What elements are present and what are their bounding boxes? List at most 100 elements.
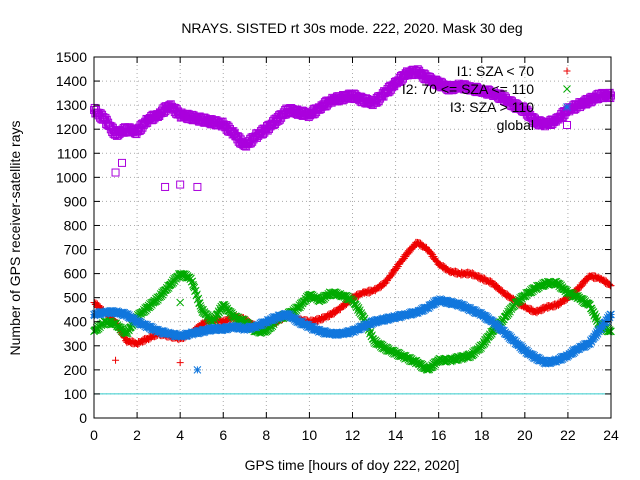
legend-marker — [563, 121, 571, 129]
legend-label: global — [497, 117, 534, 133]
data-point-sample — [551, 355, 560, 364]
y-tick-label: 1200 — [56, 121, 87, 137]
data-point-sample — [189, 282, 198, 291]
data-point-sample — [199, 328, 207, 337]
data-point-sample — [124, 313, 133, 322]
y-tick-label: 1300 — [56, 97, 87, 113]
x-tick-label: 18 — [474, 427, 490, 443]
data-point-sample — [493, 281, 501, 289]
y-tick-label: 1500 — [56, 49, 87, 65]
outlier-point — [193, 366, 202, 374]
data-point-sample — [228, 321, 237, 330]
outlier-point — [118, 158, 127, 167]
outlier-point — [111, 168, 120, 177]
data-point-sample — [549, 118, 558, 127]
data-point-sample — [598, 323, 607, 332]
data-point-sample — [593, 330, 602, 338]
y-tick-label: 700 — [64, 242, 88, 258]
axes: 0100200300400500600700800900100011001200… — [56, 49, 619, 443]
outlier-points — [111, 158, 202, 374]
data-point-sample — [170, 329, 179, 338]
x-tick-label: 0 — [90, 427, 98, 443]
legend-label: I3: SZA > 110 — [450, 99, 534, 115]
data-point-sample — [405, 249, 413, 257]
data-point-sample — [455, 299, 464, 308]
x-tick-label: 8 — [262, 427, 270, 443]
legend-marker — [563, 103, 571, 111]
data-point-sample — [605, 313, 614, 322]
x-tick-label: 14 — [388, 427, 404, 443]
x-tick-label: 2 — [133, 427, 141, 443]
outlier-point — [161, 182, 170, 191]
y-tick-label: 800 — [64, 217, 88, 233]
legend-label: I2: 70 <= SZA <= 110 — [402, 81, 534, 97]
legend: I1: SZA < 70 I2: 70 <= SZA <= 110 I3: SZA … — [402, 63, 571, 133]
data-point-sample — [432, 256, 440, 264]
x-tick-label: 16 — [431, 427, 447, 443]
y-tick-label: 1100 — [57, 145, 87, 161]
outlier-point — [176, 298, 185, 307]
data-point-sample — [562, 351, 571, 359]
chart-title: NRAYS. SISTED rt 30s mode. 222, 2020. Ma… — [181, 20, 522, 36]
outlier-point — [112, 356, 120, 364]
data-point-sample — [447, 354, 456, 363]
y-tick-label: 900 — [64, 193, 88, 209]
x-tick-label: 22 — [560, 427, 576, 443]
data-point-sample — [605, 88, 614, 97]
x-tick-label: 20 — [517, 427, 533, 443]
data-point-sample — [294, 316, 302, 324]
y-tick-label: 600 — [64, 266, 88, 282]
data-point-sample — [185, 273, 194, 282]
x-tick-label: 4 — [176, 427, 184, 443]
data-point-sample — [587, 337, 596, 346]
data-point-sample — [196, 302, 205, 310]
series-global — [90, 65, 615, 151]
data-point-sample — [194, 329, 203, 338]
data-point-sample — [562, 296, 570, 304]
data-point-sample — [529, 354, 538, 362]
x-tick-label: 10 — [302, 427, 318, 443]
x-tick-label: 6 — [219, 427, 227, 443]
data-point-sample — [606, 310, 615, 319]
y-tick-label: 500 — [64, 290, 88, 306]
data-point-sample — [606, 94, 615, 103]
data-point-sample — [515, 341, 524, 349]
data-point-sample — [195, 299, 204, 308]
y-tick-label: 1400 — [56, 73, 87, 89]
series-i3-sza-gt-110 — [90, 295, 615, 368]
outlier-point — [176, 180, 185, 189]
data-point-sample — [388, 83, 397, 92]
y-tick-label: 0 — [79, 410, 87, 426]
y-axis-label: Number of GPS receiver-satellite rays — [7, 121, 23, 356]
data-point-sample — [579, 281, 587, 289]
data-point-sample — [132, 316, 141, 324]
data-point-sample — [606, 281, 614, 289]
outlier-point — [193, 182, 202, 191]
data-point-sample — [293, 318, 302, 327]
data-point-sample — [568, 350, 576, 358]
data-point-sample — [399, 256, 407, 264]
y-tick-label: 400 — [64, 314, 88, 330]
y-tick-label: 300 — [64, 338, 88, 354]
data-point-sample — [121, 311, 129, 320]
x-tick-label: 12 — [345, 427, 361, 443]
data-point-sample — [291, 314, 300, 323]
data-point-sample — [599, 321, 608, 330]
y-tick-label: 200 — [64, 362, 88, 378]
data-marks — [90, 65, 615, 374]
data-point-sample — [476, 272, 484, 280]
x-axis-label: GPS time [hours of doy 222, 2020] — [245, 457, 460, 473]
data-point-sample — [503, 330, 512, 339]
outlier-point — [176, 359, 184, 367]
data-point-sample — [427, 249, 435, 257]
data-point-sample — [286, 313, 294, 322]
data-point-sample — [586, 340, 594, 348]
legend-marker — [563, 85, 571, 93]
legend-label: I1: SZA < 70 — [457, 63, 535, 79]
data-point-sample — [131, 318, 140, 327]
x-tick-label: 24 — [603, 427, 619, 443]
y-tick-label: 1000 — [56, 169, 87, 185]
data-point-sample — [606, 282, 614, 290]
